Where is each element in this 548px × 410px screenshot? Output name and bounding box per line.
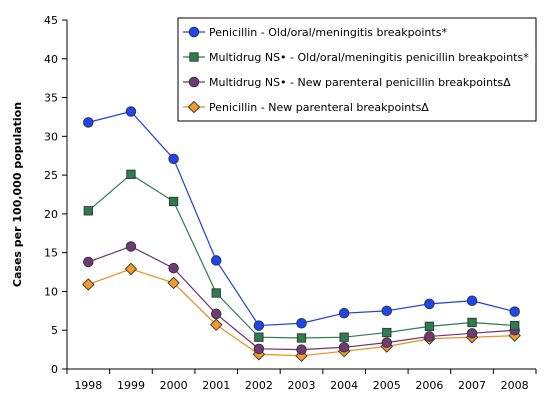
y-axis-title: Cases per 100,000 population (11, 102, 24, 287)
legend-item: Penicillin - New parenteral breakpointsΔ (183, 100, 429, 114)
series-1-point (210, 255, 222, 266)
y-tick-label: 15 (44, 247, 58, 260)
legend-swatch-marker (188, 76, 200, 88)
series-2-line (87, 173, 515, 339)
legend-label: Penicillin - New parenteral breakpointsΔ (209, 101, 429, 114)
x-tick-label: 2008 (501, 379, 529, 392)
series-2-point (467, 317, 477, 328)
series-1-point (381, 305, 393, 317)
y-tick-label: 10 (44, 285, 58, 298)
series-2-point (296, 333, 307, 343)
series-3-point (381, 337, 393, 348)
y-tick-label: 20 (44, 208, 58, 221)
legend-item: Multidrug NS• - Old/oral/meningitis peni… (183, 51, 529, 64)
series-2-point (424, 321, 435, 331)
series-2-point (211, 288, 221, 298)
series-3-point (466, 328, 478, 339)
series-2 (83, 169, 520, 343)
y-tick-label: 45 (44, 14, 58, 27)
series-4-point (124, 262, 138, 276)
series-2-point (510, 320, 520, 331)
y-tick-label: 5 (51, 324, 58, 337)
series-1-point (125, 106, 137, 117)
legend-swatch-marker (189, 52, 199, 62)
x-tick-label: 1998 (74, 379, 102, 392)
y-tick-label: 40 (44, 53, 58, 66)
series-1-point (338, 307, 350, 319)
series-2-point (254, 332, 264, 342)
series-4-point (82, 278, 95, 291)
legend-item: Penicillin - Old/oral/meningitis breakpo… (183, 26, 447, 39)
legend-swatch-marker (187, 100, 201, 114)
x-tick-label: 2002 (245, 379, 273, 392)
series-2-point (83, 206, 93, 216)
legend-label: Penicillin - Old/oral/meningitis breakpo… (209, 26, 447, 39)
series-1-point (424, 298, 435, 310)
legend-box (177, 17, 537, 122)
legend-label: Multidrug NS• - Old/oral/meningitis peni… (209, 51, 529, 64)
series-1-line (88, 110, 515, 327)
y-tick-label: 30 (44, 130, 58, 143)
series-1-point (83, 117, 94, 128)
x-tick-label: 2000 (160, 379, 188, 392)
series-1-point (296, 317, 307, 329)
x-tick-label: 2003 (288, 379, 316, 392)
series-3-point (125, 241, 137, 252)
series-3-point (424, 331, 435, 342)
x-tick-label: 2004 (330, 379, 358, 392)
series-3-point (168, 262, 179, 274)
series-2-point (382, 327, 392, 338)
y-tick-label: 35 (44, 92, 58, 105)
series-4-line (88, 268, 515, 357)
x-tick-label: 2006 (415, 379, 443, 392)
series-3-point (338, 342, 350, 353)
series-3-point (83, 256, 94, 268)
x-tick-label: 2001 (202, 379, 230, 392)
series-3 (83, 241, 520, 355)
series-4-point (209, 318, 223, 332)
series-3-point (296, 344, 307, 355)
y-tick-label: 25 (44, 169, 58, 182)
series-4-point (167, 276, 180, 290)
series-1-point (466, 295, 478, 307)
x-tick-label: 2007 (458, 379, 486, 392)
x-tick-label: 2005 (373, 379, 401, 392)
axes: 0 5 10 15 20 25 30 35 40 45 1998 1999 2000 2001 2002 20… (11, 14, 537, 392)
series-2-point (339, 332, 349, 342)
series-1-point (509, 306, 520, 317)
series-3-point (210, 308, 222, 320)
series-3-point (253, 343, 265, 355)
series-1-point (168, 153, 179, 165)
legend-label: Multidrug NS• - New parenteral penicilli… (209, 76, 511, 89)
legend: Penicillin - Old/oral/meningitis breakpo… (177, 17, 537, 122)
legend-item: Multidrug NS• - New parenteral penicilli… (183, 76, 511, 89)
y-tick-label: 0 (51, 363, 58, 376)
legend-swatch-marker (188, 26, 200, 38)
series-layer (82, 106, 521, 363)
series-1 (83, 106, 520, 331)
series-1-point (253, 320, 265, 331)
x-tick-label: 1999 (117, 379, 145, 392)
series-2-point (168, 196, 179, 207)
series-2-point (126, 169, 136, 179)
